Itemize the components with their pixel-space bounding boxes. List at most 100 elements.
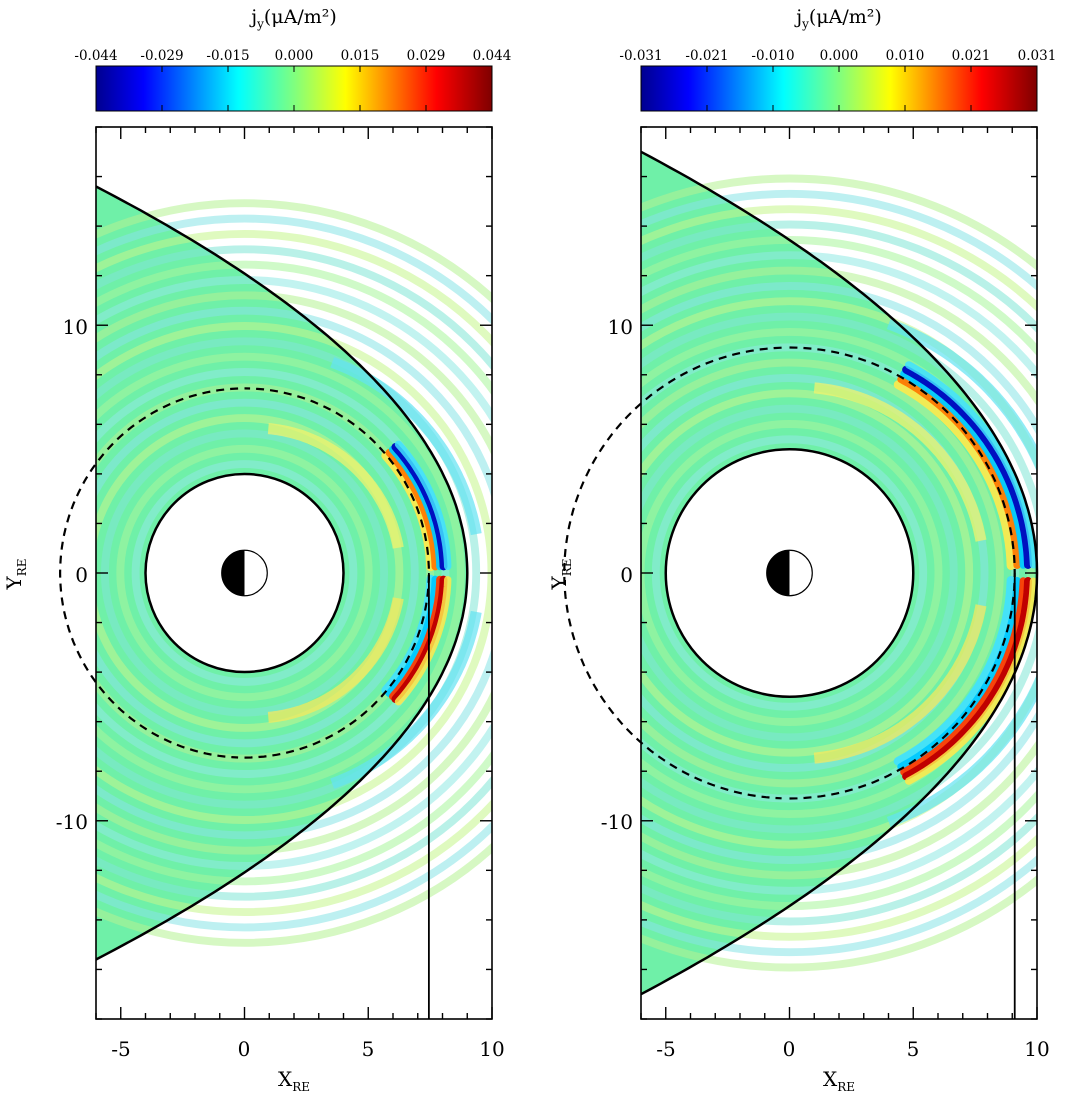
x-tick-label: -5 — [656, 1037, 675, 1061]
current-arc — [900, 370, 1027, 569]
colorbar-tick-label: -0.021 — [685, 48, 728, 64]
current-arc — [330, 357, 482, 536]
ring-band — [116, 444, 373, 702]
ring-band — [641, 312, 1037, 834]
y-axis-title: YRE — [2, 559, 29, 591]
colorbar-tick-label: 0.010 — [886, 48, 925, 64]
ring-band — [641, 358, 1004, 788]
ring-band — [96, 352, 465, 794]
ring-band — [641, 297, 1037, 849]
y-tick-labels: 10 0 -10 — [56, 315, 88, 834]
ring-band — [96, 383, 434, 763]
current-arc — [893, 380, 1016, 570]
current-arc — [391, 575, 448, 703]
ring-band — [641, 404, 958, 742]
ring-band — [641, 374, 989, 772]
x-tick-label: 10 — [479, 1037, 504, 1061]
current-arc — [385, 575, 439, 698]
colorbar-tick-label: 0.044 — [473, 48, 512, 64]
x-axis-title: XRE — [823, 1067, 855, 1094]
y-tick-label: 10 — [608, 315, 633, 339]
x-tick-labels: -5 0 5 10 — [111, 1037, 504, 1061]
current-arc — [813, 382, 987, 542]
ring-band — [96, 199, 492, 947]
current-arc — [267, 597, 404, 723]
colorbar — [640, 65, 1038, 112]
current-arc — [330, 610, 482, 789]
ring-band — [96, 230, 492, 916]
colorbar-tick-label: -0.044 — [74, 48, 117, 64]
colorbar-tick-label: 0.000 — [820, 48, 859, 64]
earth-icon — [766, 549, 813, 597]
current-arc — [902, 577, 1032, 781]
colorbar-title: jy(μA/m²) — [249, 6, 337, 31]
colorbar-ticks — [95, 66, 493, 111]
colorbar — [95, 65, 493, 112]
current-arc — [902, 365, 1032, 569]
ring-band — [641, 220, 1037, 926]
ring-band — [96, 260, 492, 886]
y-tick-labels: 10 0 -10 — [601, 315, 633, 834]
x-tick-label: 5 — [362, 1037, 375, 1061]
current-arc — [385, 448, 439, 571]
ring-band — [96, 398, 419, 748]
colorbar-tick-label: -0.029 — [140, 48, 183, 64]
colorbar-tick-label: -0.031 — [619, 48, 662, 64]
x-tick-label: 10 — [1024, 1037, 1049, 1061]
ring-band — [96, 368, 450, 778]
colorbar-tick-label: -0.015 — [206, 48, 249, 64]
x-tick-labels: -5 0 5 10 — [656, 1037, 1049, 1061]
panel-right: jy(μA/m²) -0.031 -0.021 -0.010 0.000 0.0… — [547, 6, 1056, 1094]
current-arc — [893, 576, 1016, 766]
ring-band — [96, 214, 492, 932]
colorbar-tick-label: 0.000 — [275, 48, 314, 64]
y-tick-label: 0 — [75, 563, 88, 587]
y-axis-title: YRE — [547, 559, 574, 591]
ring-band — [641, 189, 1037, 957]
colorbar-tick-labels: -0.031 -0.021 -0.010 0.000 0.010 0.021 0… — [619, 48, 1056, 64]
current-arc — [813, 604, 987, 764]
current-arc — [267, 423, 404, 549]
x-tick-label: 0 — [783, 1037, 796, 1061]
x-axis-title: XRE — [278, 1067, 310, 1094]
earth-night-side — [766, 550, 790, 596]
axis-ticks — [640, 126, 1038, 1020]
ring-band — [96, 414, 404, 732]
y-tick-label: -10 — [601, 810, 633, 834]
ring-band — [96, 245, 492, 901]
y-tick-label: -10 — [56, 810, 88, 834]
y-tick-label: 10 — [63, 315, 88, 339]
current-density-bands — [96, 199, 492, 947]
panel-left: jy(μA/m²) -0.044 -0.029 -0.015 0.000 0.0… — [2, 6, 512, 1094]
ring-band — [641, 282, 1037, 864]
current-arc — [394, 440, 452, 570]
ring-band — [96, 306, 492, 840]
earth-icon — [221, 549, 268, 597]
ring-band — [641, 205, 1037, 941]
colorbar-title: jy(μA/m²) — [794, 6, 882, 31]
colorbar-tick-label: 0.029 — [407, 48, 446, 64]
colorbar-tick-label: -0.010 — [751, 48, 794, 64]
ring-band — [96, 337, 481, 809]
ring-band — [96, 276, 492, 870]
current-arc — [905, 361, 1037, 569]
current-arc — [905, 577, 1037, 785]
y-tick-label: 0 — [620, 563, 633, 587]
current-arc — [886, 318, 1037, 473]
x-tick-label: 5 — [907, 1037, 920, 1061]
current-arc — [391, 443, 448, 571]
ring-band — [131, 460, 358, 686]
colorbar-ticks — [640, 66, 1038, 111]
colorbar-tick-label: 0.021 — [952, 48, 991, 64]
ring-band — [96, 291, 492, 855]
current-arc — [900, 577, 1027, 776]
x-tick-label: -5 — [111, 1037, 130, 1061]
current-arc — [886, 673, 1037, 828]
x-tick-label: 0 — [238, 1037, 251, 1061]
ring-band — [641, 389, 974, 757]
current-arc — [394, 576, 452, 706]
ring-band — [641, 420, 943, 726]
earth-night-side — [221, 550, 245, 596]
colorbar-tick-label: 0.031 — [1018, 48, 1057, 64]
